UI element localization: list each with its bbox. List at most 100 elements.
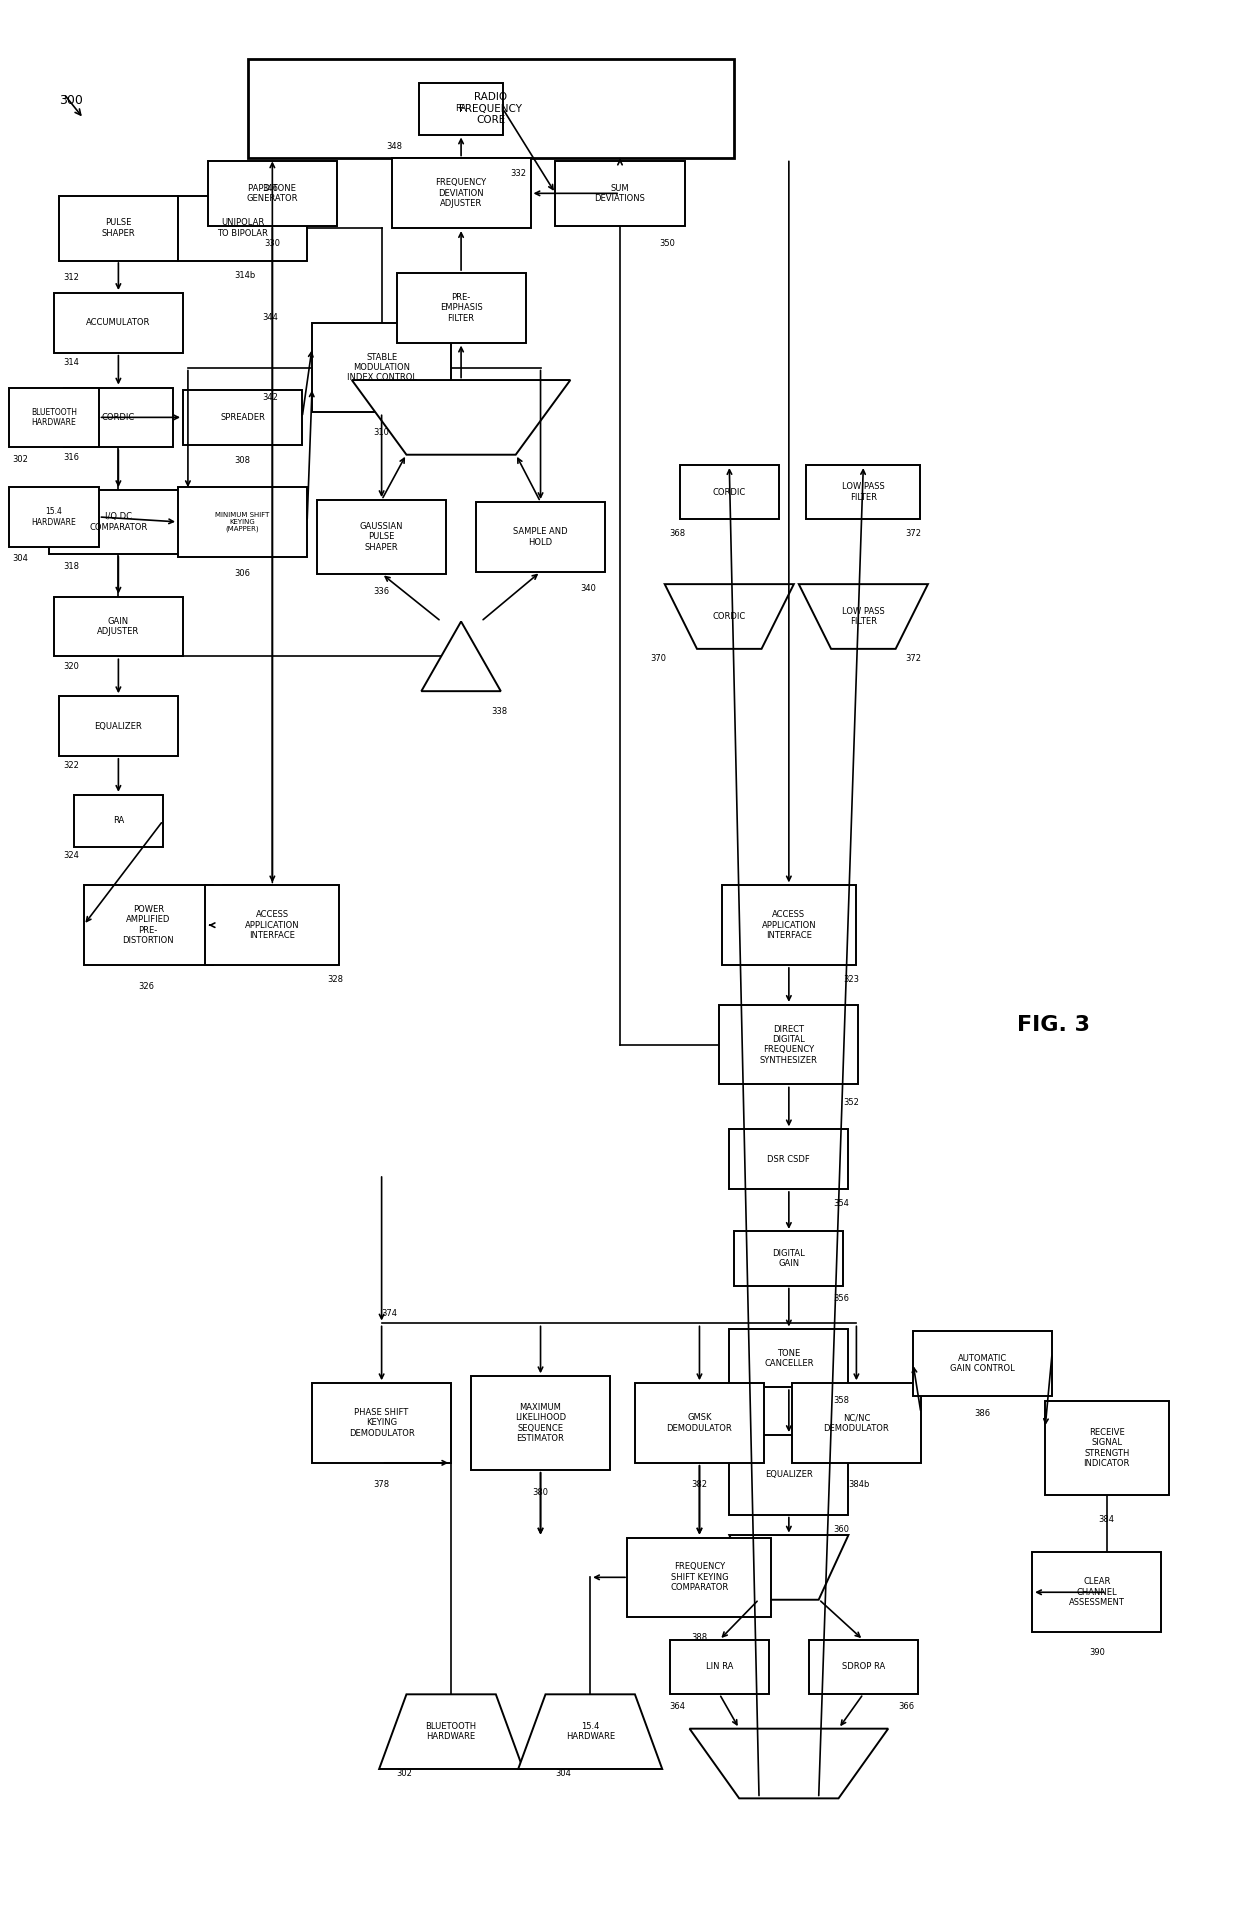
Text: RA: RA (113, 816, 124, 826)
Text: 348: 348 (387, 142, 403, 150)
Bar (729, 1330, 848, 1388)
Bar (635, 1384, 764, 1463)
Bar (312, 1384, 451, 1463)
Text: 374: 374 (382, 1309, 398, 1319)
Text: 352: 352 (843, 1097, 859, 1107)
Text: ACCUMULATOR: ACCUMULATOR (87, 318, 150, 327)
Text: SDROP RA: SDROP RA (842, 1663, 885, 1671)
Bar (53, 293, 184, 352)
Text: 318: 318 (63, 562, 79, 572)
Bar (1044, 1401, 1169, 1496)
Text: 344: 344 (263, 314, 278, 321)
Text: BLUETOOTH
HARDWARE: BLUETOOTH HARDWARE (425, 1723, 476, 1742)
Text: 364: 364 (670, 1702, 686, 1711)
Text: 384b: 384b (848, 1480, 869, 1490)
Bar (476, 502, 605, 572)
Text: EQUALIZER: EQUALIZER (765, 1471, 812, 1478)
Text: ACCESS
APPLICATION
INTERFACE: ACCESS APPLICATION INTERFACE (246, 911, 300, 939)
Text: FREQUENCY
SHIFT KEYING
COMPARATOR: FREQUENCY SHIFT KEYING COMPARATOR (671, 1563, 729, 1592)
Text: 320: 320 (63, 662, 79, 670)
Text: 302: 302 (397, 1769, 413, 1779)
Bar (397, 273, 526, 343)
Bar (1032, 1552, 1162, 1632)
Text: DSR CSDF: DSR CSDF (768, 1155, 810, 1163)
Text: 304: 304 (12, 554, 29, 564)
Text: NC/NC
DEMODULATOR: NC/NC DEMODULATOR (823, 1413, 889, 1432)
Text: CORDIC: CORDIC (713, 487, 746, 497)
Polygon shape (665, 583, 794, 649)
Text: 358: 358 (833, 1396, 849, 1405)
Bar (913, 1330, 1052, 1396)
Text: 390: 390 (1089, 1648, 1105, 1657)
Text: CORDIC: CORDIC (713, 612, 746, 622)
Polygon shape (422, 622, 501, 691)
Bar (48, 489, 188, 554)
Text: PRE-
EMPHASIS
FILTER: PRE- EMPHASIS FILTER (440, 293, 482, 323)
Bar (627, 1538, 771, 1617)
Text: GAUSSIAN
PULSE
SHAPER: GAUSSIAN PULSE SHAPER (360, 522, 403, 552)
Text: MINIMUM SHIFT
KEYING
(MAPPER): MINIMUM SHIFT KEYING (MAPPER) (216, 512, 270, 531)
Text: 368: 368 (670, 529, 686, 539)
Text: FIG. 3: FIG. 3 (1017, 1014, 1090, 1036)
Text: POWER
AMPLIFIED
PRE-
DISTORTION: POWER AMPLIFIED PRE- DISTORTION (123, 905, 174, 945)
Text: 356: 356 (833, 1294, 849, 1303)
Text: 372: 372 (905, 529, 921, 539)
Text: 332: 332 (511, 169, 527, 177)
Bar (9, 487, 98, 547)
Bar (806, 464, 920, 520)
Polygon shape (352, 379, 570, 454)
Text: BLUETOOTH
HARDWARE: BLUETOOTH HARDWARE (31, 408, 77, 427)
Text: 386: 386 (975, 1409, 991, 1417)
Bar (63, 387, 174, 447)
Text: 346: 346 (263, 185, 279, 193)
Text: 324: 324 (63, 851, 79, 860)
Text: 336: 336 (373, 587, 389, 597)
Text: CORDIC: CORDIC (102, 412, 135, 422)
Bar (670, 1640, 769, 1694)
Text: GMSK
DEMODULATOR: GMSK DEMODULATOR (667, 1413, 733, 1432)
Text: SPREADER: SPREADER (221, 412, 265, 422)
Bar (680, 464, 779, 520)
Bar (179, 196, 308, 260)
Bar (392, 158, 531, 229)
Text: I/Q DC
COMPARATOR: I/Q DC COMPARATOR (89, 512, 148, 531)
Bar (58, 697, 179, 757)
Bar (729, 1130, 848, 1190)
Text: RA: RA (455, 104, 466, 114)
Bar (206, 886, 340, 964)
Text: 322: 322 (63, 762, 79, 770)
Text: 323: 323 (843, 976, 859, 984)
Text: 340: 340 (580, 583, 596, 593)
Bar (184, 391, 303, 445)
Text: SAMPLE AND
HOLD: SAMPLE AND HOLD (513, 527, 568, 547)
Text: 360: 360 (833, 1525, 849, 1534)
Bar (808, 1640, 918, 1694)
Text: 302: 302 (12, 454, 29, 464)
Text: LOW PASS
FILTER: LOW PASS FILTER (842, 483, 884, 502)
Text: 378: 378 (373, 1480, 389, 1490)
Bar (419, 83, 503, 135)
Text: GAIN
ADJUSTER: GAIN ADJUSTER (97, 616, 140, 635)
Bar (792, 1384, 921, 1463)
Text: 350: 350 (660, 239, 676, 248)
Bar (317, 499, 446, 574)
Text: 15.4
HARDWARE: 15.4 HARDWARE (31, 506, 76, 527)
Text: 388: 388 (692, 1632, 708, 1642)
Text: PULSE
SHAPER: PULSE SHAPER (102, 219, 135, 239)
Text: 372: 372 (905, 654, 921, 662)
Polygon shape (689, 1729, 888, 1798)
Text: 304: 304 (556, 1769, 572, 1779)
Text: MAXIMUM
LIKELIHOOD
SEQUENCE
ESTIMATOR: MAXIMUM LIKELIHOOD SEQUENCE ESTIMATOR (515, 1403, 567, 1444)
Bar (734, 1232, 843, 1286)
Text: 382: 382 (692, 1480, 708, 1490)
Bar (312, 323, 451, 412)
Text: 338: 338 (491, 706, 507, 716)
Text: 15.4
HARDWARE: 15.4 HARDWARE (565, 1723, 615, 1742)
Text: 316: 316 (63, 452, 79, 462)
Text: ACCESS
APPLICATION
INTERFACE: ACCESS APPLICATION INTERFACE (761, 911, 816, 939)
Bar (179, 487, 308, 556)
Text: DIGITAL
GAIN: DIGITAL GAIN (773, 1249, 805, 1269)
Text: LIN RA: LIN RA (706, 1663, 733, 1671)
Bar (722, 886, 856, 964)
Bar (73, 795, 164, 847)
